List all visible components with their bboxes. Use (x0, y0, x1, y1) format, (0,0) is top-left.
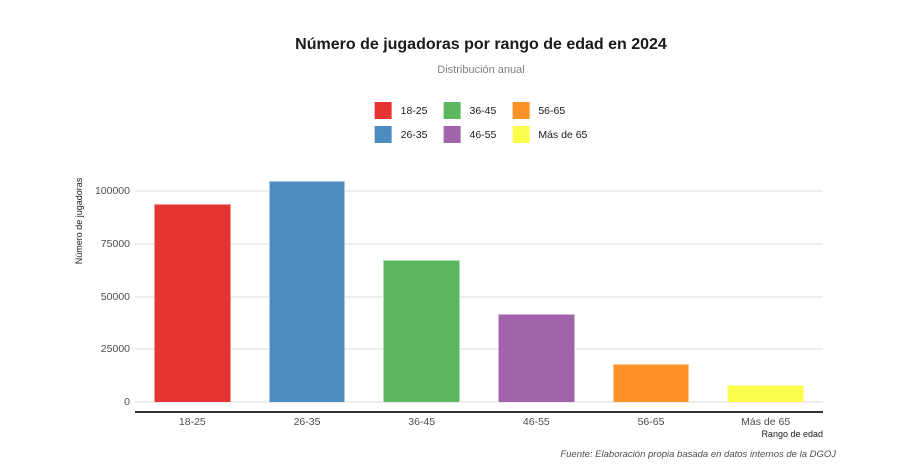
bar-26-35 (268, 180, 346, 402)
legend-label: 56-65 (538, 104, 566, 117)
gridline (135, 190, 823, 193)
gridline (135, 295, 823, 298)
gridline (135, 243, 823, 245)
legend-swatch-icon (512, 126, 530, 143)
legend-item-56-65: 56-65 (512, 102, 587, 119)
bar-36-45 (383, 259, 461, 402)
y-tick-label: 75000 (100, 238, 130, 250)
legend-swatch-icon (443, 126, 461, 143)
bar-18-25 (153, 203, 231, 402)
legend: 18-25 26-35 36-45 46-55 56-65 Más de 65 (374, 102, 587, 143)
legend-label: 36-45 (469, 104, 497, 117)
bar-56-65 (612, 364, 690, 402)
legend-label: 46-55 (469, 128, 497, 141)
x-tick-label-18-25: 18-25 (178, 416, 206, 428)
gridline (135, 348, 823, 351)
bar-m-s-de-65 (727, 385, 805, 402)
legend-item-26-35: 26-35 (374, 126, 428, 143)
legend-label: Más de 65 (538, 128, 588, 141)
legend-label: 18-25 (400, 104, 428, 117)
y-tick-label: 50000 (100, 290, 130, 303)
bar-46-55 (497, 313, 575, 402)
x-tick-label-m-s-de-65: Más de 65 (741, 416, 791, 428)
x-tick-label-36-45: 36-45 (408, 416, 436, 428)
gridline (135, 401, 823, 403)
chart-title: Número de jugadoras por rango de edad en… (295, 36, 667, 53)
plot-area (135, 165, 823, 403)
legend-swatch-icon (374, 102, 392, 119)
x-tick-label-26-35: 26-35 (293, 416, 321, 428)
legend-swatch-icon (512, 102, 530, 119)
legend-item-46-55: 46-55 (443, 126, 496, 143)
x-axis-tick-labels: 18-25 26-35 36-45 46-55 56-65 Más de 65 (135, 416, 823, 430)
y-axis-tick-labels: 0 25000 50000 75000 100000 (0, 165, 130, 408)
x-tick-label-56-65: 56-65 (637, 416, 665, 428)
x-tick-label-46-55: 46-55 (522, 416, 550, 428)
legend-label: 26-35 (400, 128, 428, 141)
chart-caption: Fuente: Elaboración propia basada en dat… (560, 449, 836, 460)
x-axis-title: Rango de edad (761, 429, 823, 439)
legend-item-m-s-de-65: Más de 65 (512, 126, 587, 143)
y-tick-label: 0 (124, 396, 130, 408)
chart-subtitle: Distribución anual (437, 64, 525, 76)
legend-swatch-icon (374, 126, 392, 143)
y-tick-label: 25000 (100, 343, 130, 356)
y-tick-label: 100000 (94, 185, 130, 198)
x-axis-line (135, 411, 823, 413)
legend-item-18-25: 18-25 (374, 102, 428, 119)
legend-item-36-45: 36-45 (443, 102, 496, 119)
legend-swatch-icon (443, 102, 461, 119)
